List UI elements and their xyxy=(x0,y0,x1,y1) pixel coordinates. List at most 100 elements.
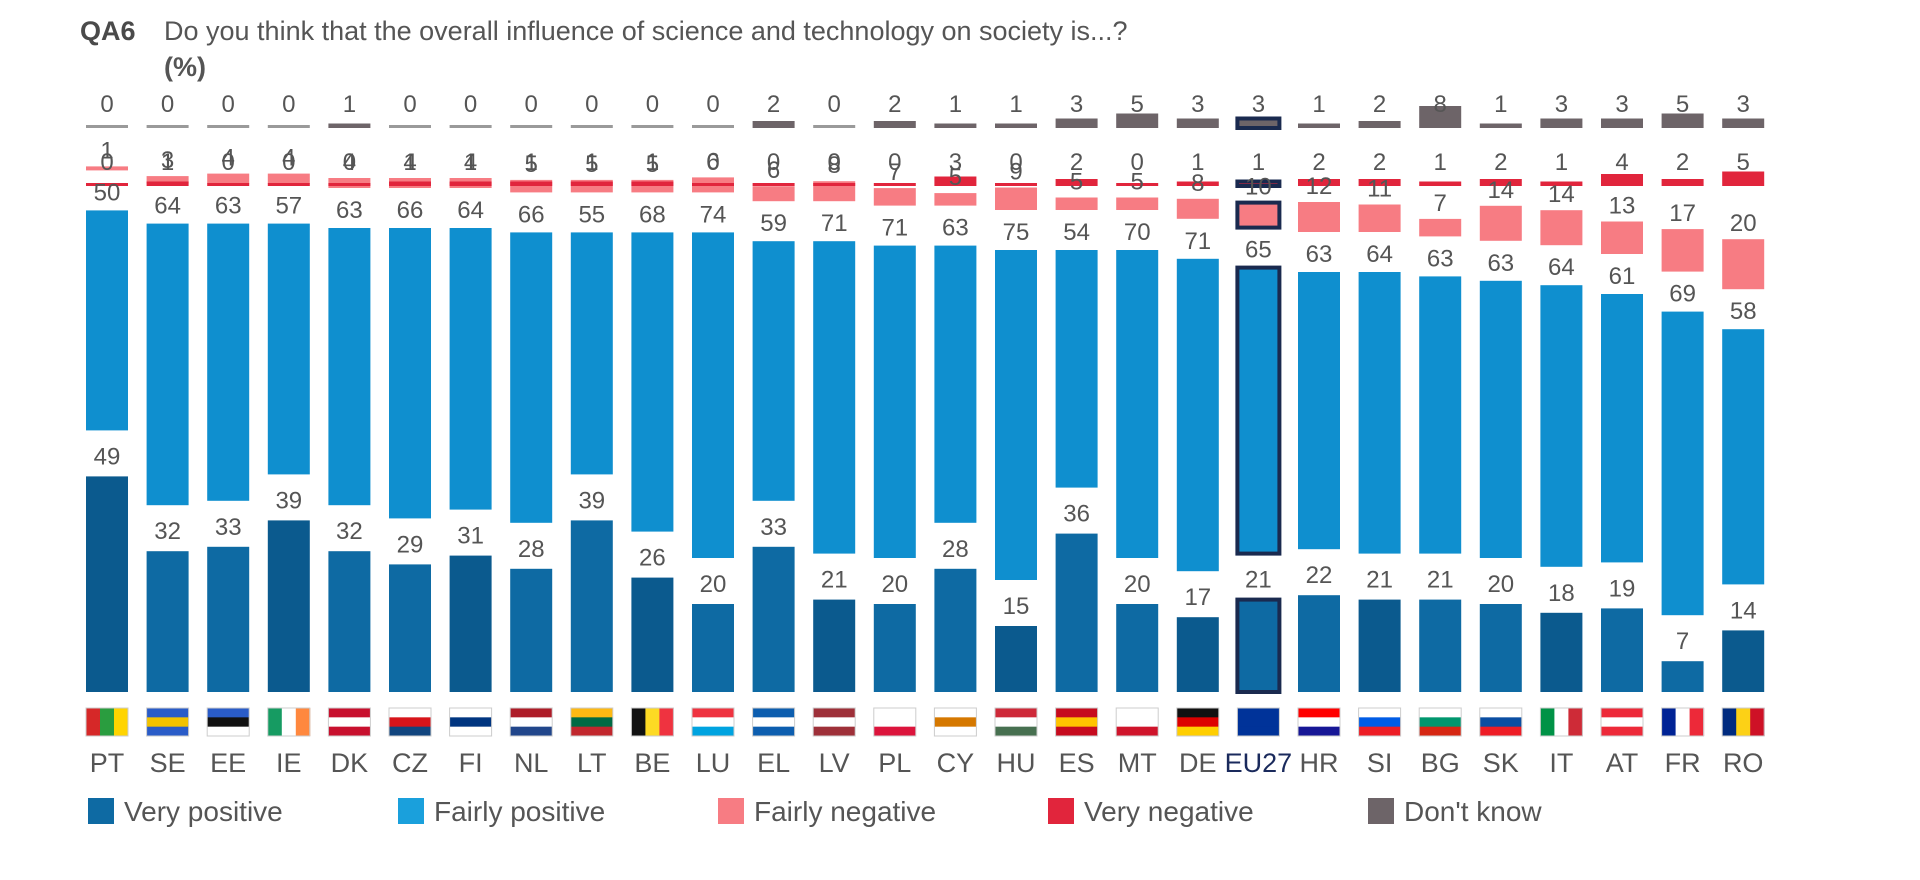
label-fairly-positive-fi: 64 xyxy=(457,197,484,224)
label-very-positive-lv: 21 xyxy=(821,567,848,594)
label-very-negative-fi: 1 xyxy=(464,149,477,176)
category-ro: RO xyxy=(1723,748,1764,778)
flag-eu27 xyxy=(1236,707,1280,737)
bar-very-positive-cz xyxy=(389,564,431,692)
label-dont-know-lv: 0 xyxy=(828,91,841,118)
bar-fairly-negative-ee xyxy=(207,173,250,184)
bar-dont-know-de xyxy=(1176,118,1219,128)
label-very-negative-hr: 2 xyxy=(1312,149,1325,176)
label-fairly-negative-ie: 4 xyxy=(282,145,295,172)
label-dont-know-be: 0 xyxy=(646,91,659,118)
bar-very-negative-cy xyxy=(934,176,977,186)
category-de: DE xyxy=(1179,748,1217,778)
bar-fairly-positive-ie xyxy=(267,223,310,475)
bar-fairly-negative-lv xyxy=(813,181,856,202)
label-very-negative-lu: 0 xyxy=(706,149,719,176)
flag-fi xyxy=(449,707,493,737)
bar-very-negative-es xyxy=(1055,179,1098,186)
bar-fairly-negative-cy xyxy=(934,193,977,206)
label-dont-know-nl: 0 xyxy=(525,91,538,118)
bar-very-negative-it xyxy=(1540,181,1583,186)
bar-very-negative-pl xyxy=(873,183,916,186)
bar-fairly-positive-at xyxy=(1601,294,1643,563)
label-fairly-negative-de: 8 xyxy=(1191,170,1204,197)
label-dont-know-at: 3 xyxy=(1615,91,1628,118)
legend-swatch xyxy=(718,798,744,824)
bar-very-positive-at xyxy=(1601,608,1643,692)
bar-fairly-positive-se xyxy=(146,223,189,506)
flag-hu xyxy=(994,707,1038,737)
label-very-positive-ee: 33 xyxy=(215,514,242,541)
bar-very-negative-lv xyxy=(813,183,856,186)
bar-dont-know-si xyxy=(1358,121,1401,128)
label-very-negative-cy: 3 xyxy=(949,149,962,176)
bar-very-negative-lt xyxy=(570,181,613,186)
bar-fairly-positive-sk xyxy=(1479,280,1522,558)
legend-label: Very positive xyxy=(124,796,283,827)
bar-dont-know-cy xyxy=(934,123,977,128)
bar-fairly-negative-hu xyxy=(995,187,1037,210)
flag-mt xyxy=(1115,707,1159,737)
bar-fairly-positive-lt xyxy=(570,232,613,475)
bar-very-negative-lu xyxy=(692,183,734,186)
label-fairly-positive-cz: 66 xyxy=(397,197,424,224)
label-fairly-negative-lv: 8 xyxy=(828,152,841,179)
label-very-positive-at: 19 xyxy=(1609,575,1636,602)
bar-very-negative-pt xyxy=(86,183,128,186)
bar-very-positive-hu xyxy=(995,626,1037,692)
bar-very-negative-sk xyxy=(1479,179,1522,186)
label-fairly-negative-bg: 7 xyxy=(1434,190,1447,217)
bar-dont-know-be xyxy=(631,125,674,128)
label-very-positive-dk: 32 xyxy=(336,518,363,545)
label-very-positive-eu27: 21 xyxy=(1245,567,1272,594)
label-very-positive-ro: 14 xyxy=(1730,597,1757,624)
label-very-positive-es: 36 xyxy=(1063,501,1090,528)
label-very-negative-pl: 0 xyxy=(888,149,901,176)
bar-very-positive-bg xyxy=(1419,599,1462,692)
bar-very-positive-es xyxy=(1055,533,1098,692)
unit-label: (%) xyxy=(164,52,206,82)
label-very-positive-cy: 28 xyxy=(942,536,969,563)
label-fairly-negative-mt: 5 xyxy=(1131,169,1144,196)
label-dont-know-eu27: 3 xyxy=(1252,91,1265,118)
label-very-negative-se: 1 xyxy=(161,149,174,176)
legend: Very positive Fairly positive Fairly negat… xyxy=(88,796,1542,827)
label-fairly-negative-ro: 20 xyxy=(1730,210,1757,237)
label-dont-know-bg: 8 xyxy=(1434,91,1447,118)
category-hr: HR xyxy=(1300,748,1339,778)
bar-fairly-negative-sk xyxy=(1479,205,1522,241)
label-fairly-positive-bg: 63 xyxy=(1427,245,1454,272)
bar-very-negative-ro xyxy=(1722,171,1765,186)
bar-dont-know-ro xyxy=(1722,118,1765,128)
bar-very-positive-si xyxy=(1358,599,1401,692)
label-very-negative-es: 2 xyxy=(1070,149,1083,176)
bar-fairly-negative-bg xyxy=(1419,218,1462,237)
bar-fairly-negative-si xyxy=(1358,204,1401,232)
label-fairly-positive-nl: 66 xyxy=(518,201,545,228)
label-very-negative-el: 0 xyxy=(767,149,780,176)
bar-very-positive-de xyxy=(1176,617,1219,692)
bar-fairly-negative-it xyxy=(1540,210,1583,246)
flag-it xyxy=(1539,707,1583,737)
category-lu: LU xyxy=(696,748,731,778)
bar-fairly-positive-si xyxy=(1358,272,1401,554)
bar-very-positive-fr xyxy=(1661,661,1704,692)
label-fairly-positive-es: 54 xyxy=(1063,219,1090,246)
bars-group xyxy=(86,106,1765,694)
legend-swatch xyxy=(1048,798,1074,824)
label-very-negative-bg: 1 xyxy=(1434,149,1447,176)
label-fairly-positive-hr: 63 xyxy=(1306,241,1333,268)
label-very-positive-nl: 28 xyxy=(518,536,545,563)
bar-fairly-positive-nl xyxy=(510,232,553,523)
legend-label: Don't know xyxy=(1404,796,1542,827)
bar-very-negative-mt xyxy=(1116,183,1159,186)
bar-fairly-positive-eu27 xyxy=(1235,265,1282,556)
label-fairly-positive-el: 59 xyxy=(760,210,787,237)
legend-label: Fairly negative xyxy=(754,796,936,827)
flag-be xyxy=(630,707,674,737)
flag-lu xyxy=(691,707,735,737)
bar-fairly-positive-hr xyxy=(1298,272,1340,550)
label-dont-know-pt: 0 xyxy=(100,91,113,118)
bar-dont-know-at xyxy=(1601,118,1643,128)
